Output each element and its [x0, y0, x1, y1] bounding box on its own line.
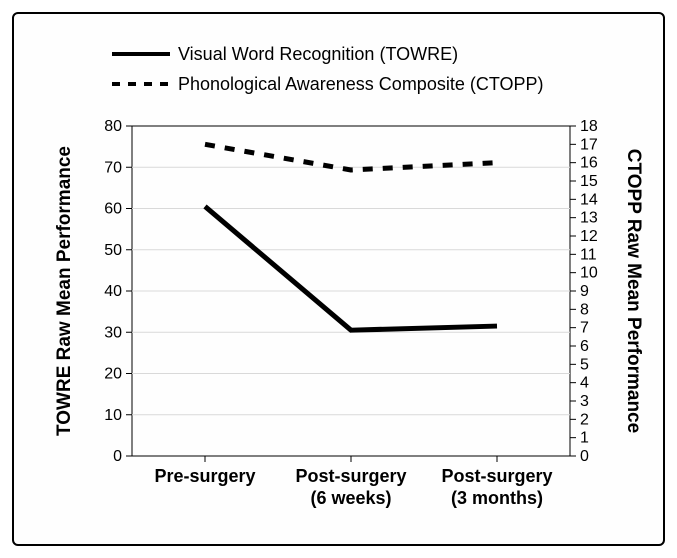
ytick-right-label: 6: [580, 338, 589, 355]
ytick-left-label: 60: [104, 201, 122, 218]
ytick-right-label: 17: [580, 136, 598, 153]
ytick-left-label: 0: [113, 448, 122, 465]
xtick-label: Post-surgery: [295, 466, 406, 486]
ytick-left-label: 20: [104, 366, 122, 383]
ytick-right-label: 11: [580, 246, 597, 263]
xtick-label: Post-surgery: [441, 466, 552, 486]
ytick-left-label: 30: [104, 324, 122, 341]
y-left-title: TOWRE Raw Mean Performance: [54, 146, 75, 436]
ytick-left-label: 80: [104, 118, 122, 135]
ytick-right-label: 3: [580, 393, 589, 410]
ytick-left-label: 10: [104, 407, 122, 424]
ytick-right-label: 8: [580, 301, 589, 318]
legend-label: Phonological Awareness Composite (CTOPP): [178, 74, 544, 94]
ytick-right-label: 0: [580, 448, 589, 465]
ytick-right-label: 7: [580, 320, 589, 337]
ytick-left-label: 70: [104, 159, 122, 176]
series-towre: [205, 206, 497, 330]
series-ctopp: [205, 144, 497, 170]
ytick-right-label: 4: [580, 375, 589, 392]
ytick-right-label: 18: [580, 118, 598, 135]
xtick-sublabel: (3 months): [451, 488, 543, 508]
ytick-right-label: 16: [580, 155, 598, 172]
ytick-right-label: 15: [580, 173, 598, 190]
legend-label: Visual Word Recognition (TOWRE): [178, 44, 458, 64]
ytick-right-label: 12: [580, 228, 598, 245]
ytick-left-label: 50: [104, 242, 122, 259]
ytick-right-label: 13: [580, 210, 598, 227]
figure-frame: 0102030405060708001234567891011121314151…: [12, 12, 665, 546]
ytick-right-label: 14: [580, 191, 598, 208]
ytick-right-label: 9: [580, 283, 589, 300]
ytick-left-label: 40: [104, 283, 122, 300]
y-right-title: CTOPP Raw Mean Performance: [623, 149, 644, 433]
ytick-right-label: 10: [580, 265, 598, 282]
ytick-right-label: 1: [580, 430, 589, 447]
ytick-right-label: 2: [580, 411, 589, 428]
figure-container: 0102030405060708001234567891011121314151…: [0, 0, 677, 558]
ytick-right-label: 5: [580, 356, 589, 373]
chart-svg: 0102030405060708001234567891011121314151…: [14, 14, 667, 548]
xtick-label: Pre-surgery: [154, 466, 255, 486]
xtick-sublabel: (6 weeks): [310, 488, 391, 508]
